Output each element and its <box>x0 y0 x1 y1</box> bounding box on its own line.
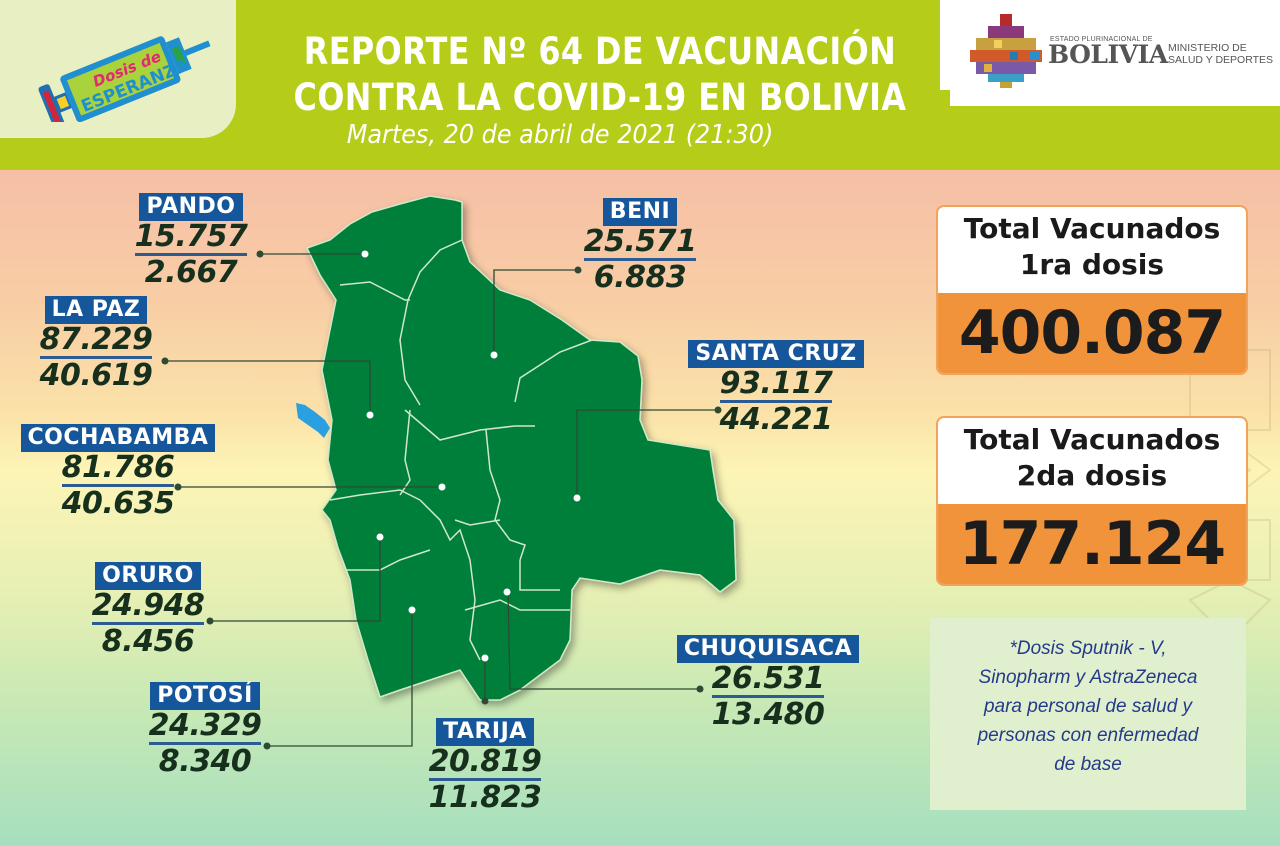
dose1-value: 81.786 <box>61 450 175 487</box>
label-line1: Total Vacunados <box>963 212 1221 245</box>
total-first-dose-value: 400.087 <box>938 293 1246 373</box>
dose1-value: 87.229 <box>39 322 153 359</box>
dose2-value: 44.221 <box>719 402 833 437</box>
dose2-value: 40.619 <box>39 358 153 393</box>
dose1-value: 15.757 <box>134 219 248 256</box>
label-line2: 1ra dosis <box>1019 248 1165 281</box>
dose2-value: 6.883 <box>593 260 687 295</box>
ministry-name: MINISTERIO DE SALUD Y DEPORTES <box>1168 42 1273 66</box>
dept-la-paz: LA PAZ 87.229 40.619 <box>36 296 156 393</box>
dose1-value: 26.531 <box>711 661 825 698</box>
dept-name: CHUQUISACA <box>676 635 860 663</box>
dept-name: TARIJA <box>436 718 534 746</box>
note-line: personas con enfermedad <box>977 725 1199 746</box>
total-first-dose-card: Total Vacunados 1ra dosis 400.087 <box>936 205 1248 375</box>
dose1-value: 20.819 <box>428 744 542 781</box>
dept-name: PANDO <box>139 193 243 221</box>
dept-pando: PANDO 15.757 2.667 <box>128 193 254 290</box>
dose2-value: 40.635 <box>61 486 175 521</box>
total-first-dose-label: Total Vacunados 1ra dosis <box>938 207 1246 293</box>
dept-cochabamba: COCHABAMBA 81.786 40.635 <box>16 424 220 521</box>
dept-name: LA PAZ <box>44 296 148 324</box>
note-line: Sinopharm y AstraZeneca <box>978 667 1198 688</box>
syringe-logo-icon: Dosis de ESPERANZA <box>38 36 211 122</box>
dept-santa-cruz: SANTA CRUZ 93.117 44.221 <box>672 340 880 437</box>
lake-titicaca <box>296 403 330 438</box>
note-line: *Dosis Sputnik - V, <box>1009 638 1167 659</box>
ministry-line2: SALUD Y DEPORTES <box>1168 54 1274 66</box>
dept-name: BENI <box>602 198 678 226</box>
dose2-value: 8.456 <box>101 624 195 659</box>
dept-name: SANTA CRUZ <box>688 340 864 368</box>
total-second-dose-card: Total Vacunados 2da dosis 177.124 <box>936 416 1248 586</box>
dose2-value: 8.340 <box>158 744 252 779</box>
dose2-value: 13.480 <box>711 697 825 732</box>
dept-tarija: TARIJA 20.819 11.823 <box>420 718 550 815</box>
report-title-line2: CONTRA LA COVID-19 EN BOLIVIA <box>293 76 907 119</box>
label-line2: 2da dosis <box>1016 459 1168 492</box>
note-line: de base <box>1054 754 1122 775</box>
bolivia-emblem-icon <box>970 14 1042 88</box>
dose1-value: 25.571 <box>583 224 697 261</box>
note-line: para personal de salud y <box>983 696 1193 717</box>
dept-chuquisaca: CHUQUISACA 26.531 13.480 <box>668 635 868 732</box>
total-second-dose-label: Total Vacunados 2da dosis <box>938 418 1246 504</box>
dept-name: ORURO <box>95 562 201 590</box>
dose1-value: 24.329 <box>148 708 262 745</box>
dept-oruro: ORURO 24.948 8.456 <box>84 562 212 659</box>
total-second-dose-value: 177.124 <box>938 504 1246 584</box>
report-date: Martes, 20 de abril de 2021 (21:30) <box>346 120 774 150</box>
vaccine-note: *Dosis Sputnik - V, Sinopharm y AstraZen… <box>930 618 1246 810</box>
dept-name: COCHABAMBA <box>20 424 216 452</box>
label-line1: Total Vacunados <box>963 423 1221 456</box>
header-banner: Dosis de ESPERANZA REPORTE Nº 64 DE VACU… <box>0 0 1280 170</box>
dose1-value: 24.948 <box>91 588 205 625</box>
dept-potosi: POTOSÍ 24.329 8.340 <box>140 682 270 779</box>
dose1-value: 93.117 <box>719 366 833 403</box>
dept-name: POTOSÍ <box>150 682 260 710</box>
dept-beni: BENI 25.571 6.883 <box>580 198 700 295</box>
report-title-line1: REPORTE Nº 64 DE VACUNACIÓN <box>303 30 897 73</box>
gov-name: BOLIVIA <box>1048 40 1168 69</box>
dose2-value: 11.823 <box>428 780 542 815</box>
logo-panel: Dosis de ESPERANZA <box>0 0 236 138</box>
gov-small-caption: ESTADO PLURINACIONAL DE <box>1050 36 1153 43</box>
ministry-line1: MINISTERIO DE <box>1168 42 1247 54</box>
dose2-value: 2.667 <box>144 255 238 290</box>
